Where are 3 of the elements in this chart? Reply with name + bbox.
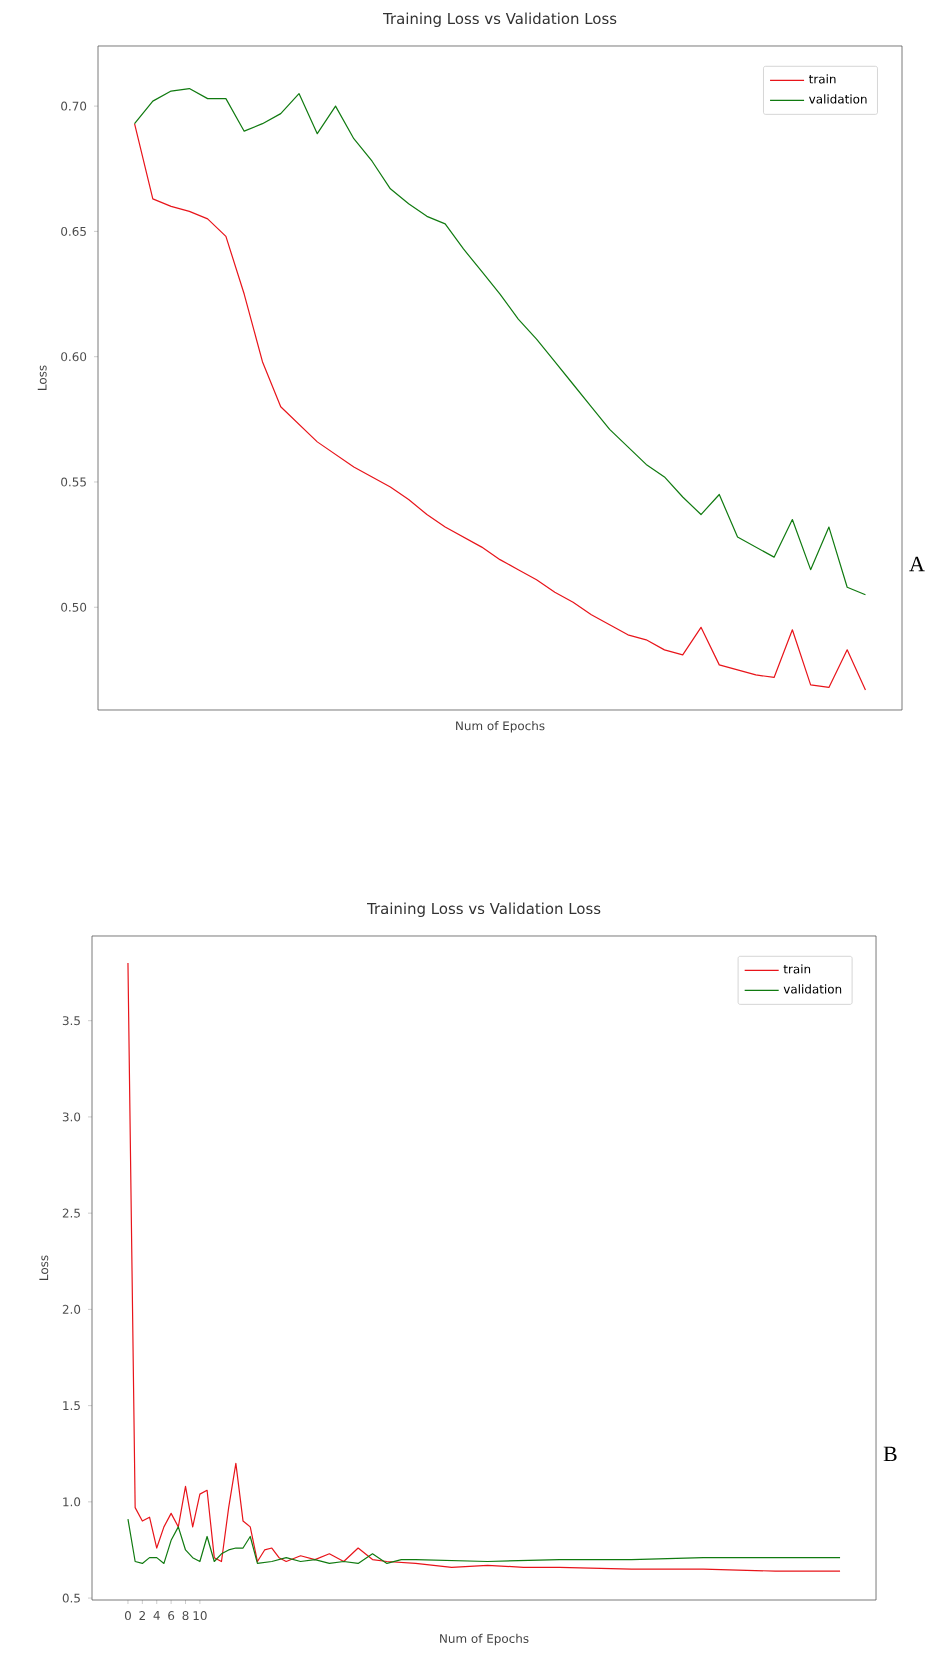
text: B [883, 1446, 897, 1462]
text: A [909, 556, 925, 572]
line-series [127, 962, 841, 1572]
